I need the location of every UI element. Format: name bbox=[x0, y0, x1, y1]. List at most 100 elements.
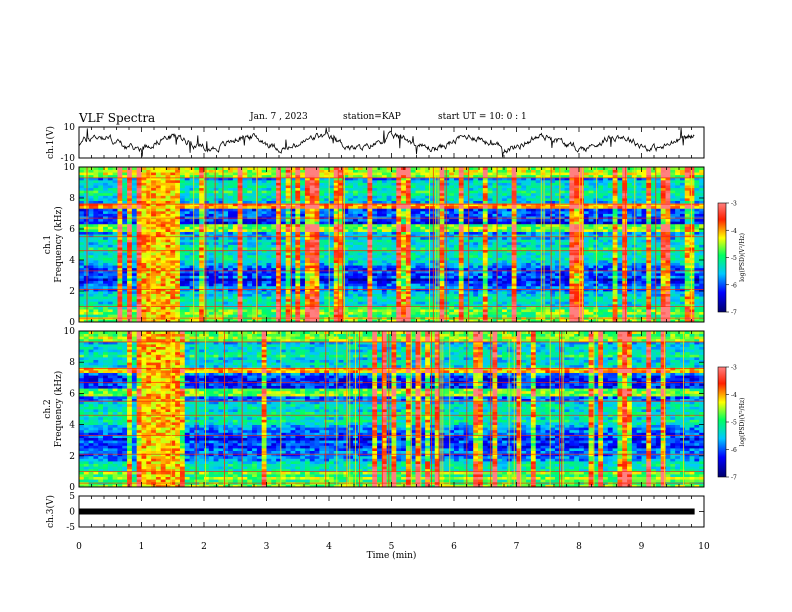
spectrogram-cell bbox=[420, 192, 426, 196]
spectrogram-cell bbox=[309, 249, 315, 253]
spectrogram-cell bbox=[261, 257, 267, 261]
spectrogram-cell bbox=[232, 244, 239, 248]
spectrogram-cell bbox=[415, 288, 421, 292]
spectrogram-cell bbox=[98, 236, 104, 240]
spectrogram-cell bbox=[367, 275, 373, 279]
spectrogram-cell bbox=[247, 216, 253, 220]
spectrogram-cell bbox=[204, 203, 210, 207]
spectrogram-cell bbox=[83, 213, 90, 217]
spectrogram-cell bbox=[213, 265, 219, 269]
spectrogram-cell bbox=[107, 192, 114, 196]
spectrogram-cell bbox=[343, 236, 349, 240]
spectrogram-cell bbox=[247, 270, 253, 274]
spectrogram-cell bbox=[295, 241, 301, 245]
spectrogram-cell bbox=[420, 247, 426, 251]
spectrogram-cell bbox=[232, 198, 239, 201]
spectrogram-cell bbox=[136, 254, 142, 258]
spectrogram-cell bbox=[261, 185, 267, 189]
spectrogram-cell bbox=[131, 216, 138, 220]
spectrogram-cell bbox=[218, 185, 224, 189]
spectrogram-cell bbox=[103, 198, 109, 201]
spectrogram-cell bbox=[290, 213, 296, 217]
spectrogram-cell bbox=[170, 303, 176, 307]
spectrogram-cell bbox=[458, 267, 465, 271]
spectrogram-cell bbox=[218, 182, 224, 186]
spectrogram-cell bbox=[372, 213, 378, 217]
spectrogram-cell bbox=[415, 208, 421, 212]
spectrogram-cell bbox=[261, 319, 267, 323]
spectrogram-cell bbox=[88, 213, 94, 217]
spectrogram-cell bbox=[131, 247, 138, 251]
spectrogram-cell bbox=[309, 280, 315, 284]
spectrogram-cell bbox=[242, 252, 248, 256]
spectrogram-cell bbox=[122, 210, 128, 214]
spectrogram-cell bbox=[184, 213, 190, 217]
spectrogram-cell bbox=[367, 182, 373, 186]
spectrogram-cell bbox=[348, 303, 354, 307]
spectrogram-cell bbox=[439, 192, 445, 196]
spectrogram-cell bbox=[290, 283, 296, 287]
spectrogram-cell bbox=[199, 278, 205, 282]
spectrogram-cell bbox=[372, 293, 378, 297]
spectrogram-cell bbox=[357, 314, 364, 318]
spectrogram-cell bbox=[401, 298, 407, 302]
spectrogram-cell bbox=[434, 167, 440, 170]
spectrogram-cell bbox=[377, 298, 383, 302]
spectrogram-cell bbox=[165, 293, 171, 297]
spectrogram-cell bbox=[93, 198, 99, 201]
spectrogram-cell bbox=[304, 177, 311, 181]
spectrogram-cell bbox=[237, 234, 243, 238]
spectrogram-cell bbox=[237, 270, 243, 274]
spectrogram-cell bbox=[79, 177, 85, 181]
spectrogram-cell bbox=[261, 234, 267, 238]
spectrogram-cell bbox=[266, 270, 272, 274]
spectrogram-cell bbox=[362, 275, 368, 279]
spectrogram-cell bbox=[261, 278, 267, 282]
spectrogram-cell bbox=[184, 208, 190, 212]
spectrogram-cell bbox=[410, 218, 416, 222]
spectrogram-cell bbox=[175, 249, 181, 253]
spectrogram-cell bbox=[271, 291, 277, 294]
spectrogram-cell bbox=[218, 208, 224, 212]
spectrogram-cell bbox=[454, 262, 460, 266]
spectrogram-cell bbox=[314, 174, 320, 178]
spectrogram-cell bbox=[357, 205, 364, 209]
spectrogram-cell bbox=[353, 190, 359, 194]
spectrogram-cell bbox=[189, 298, 195, 302]
spectrogram-cell bbox=[362, 249, 368, 253]
spectrogram-cell bbox=[199, 303, 205, 307]
spectrogram-cell bbox=[107, 221, 114, 225]
spectrogram-cell bbox=[285, 177, 291, 181]
spectrogram-cell bbox=[454, 200, 460, 204]
spectrogram-cell bbox=[184, 288, 190, 292]
spectrogram-cell bbox=[175, 210, 181, 214]
spectrogram-cell bbox=[151, 311, 157, 315]
spectrogram-cell bbox=[213, 213, 219, 217]
spectrogram-cell bbox=[252, 198, 258, 201]
spectrogram-cell bbox=[333, 208, 340, 212]
spectrogram-cell bbox=[324, 234, 330, 238]
spectrogram-cell bbox=[141, 226, 147, 230]
spectrogram-cell bbox=[343, 267, 349, 271]
spectrogram-cell bbox=[266, 293, 272, 297]
spectrogram-cell bbox=[232, 192, 239, 196]
spectrogram-cell bbox=[194, 236, 200, 240]
spectrogram-cell bbox=[232, 203, 239, 207]
spectrogram-cell bbox=[107, 283, 114, 287]
spectrogram-cell bbox=[324, 283, 330, 287]
spectrogram-cell bbox=[98, 226, 104, 230]
spectrogram-cell bbox=[319, 252, 325, 256]
spectrogram-cell bbox=[343, 288, 349, 292]
spectrogram-cell bbox=[189, 272, 195, 276]
spectrogram-cell bbox=[362, 208, 368, 212]
spectrogram-cell bbox=[184, 262, 190, 266]
spectrogram-cell bbox=[391, 174, 397, 178]
spectrogram-cell bbox=[429, 223, 436, 227]
spectrogram-cell bbox=[280, 267, 287, 271]
spectrogram-cell bbox=[93, 226, 99, 230]
spectrogram-cell bbox=[175, 213, 181, 217]
spectrogram-cell bbox=[242, 179, 248, 183]
spectrogram-cell bbox=[194, 210, 200, 214]
spectrogram-cell bbox=[444, 185, 450, 189]
spectrogram-cell bbox=[112, 234, 118, 238]
